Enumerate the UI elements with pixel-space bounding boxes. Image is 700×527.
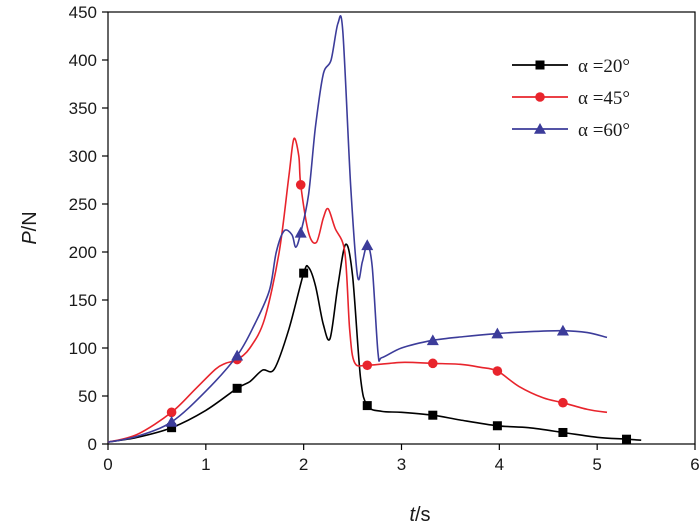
data-point-triangle [491, 327, 504, 339]
data-point-square [299, 268, 309, 278]
data-point-circle [428, 358, 438, 369]
x-tick-label: 1 [201, 455, 210, 474]
series-line [107, 137, 608, 443]
legend-label: α =45° [578, 88, 630, 109]
data-point-triangle [165, 415, 178, 427]
data-point-circle [492, 366, 503, 376]
x-tick-label: 6 [690, 455, 699, 474]
legend-item: α =20° [512, 56, 630, 77]
legend-item: α =45° [512, 88, 630, 109]
y-tick-label: 400 [69, 51, 97, 70]
y-tick-label: 200 [69, 243, 97, 262]
x-tick-label: 0 [103, 455, 112, 474]
x-axis-title: t/s [409, 504, 430, 526]
data-point-square [492, 421, 502, 431]
data-point-square [558, 427, 568, 437]
tick-marks [102, 11, 696, 450]
data-point-square [535, 60, 545, 70]
data-point-triangle [534, 123, 546, 134]
data-point-circle [166, 407, 177, 418]
data-point-circle [362, 360, 373, 371]
data-point-triangle [361, 239, 374, 251]
series-circle [107, 137, 608, 443]
x-tick-label: 4 [495, 455, 504, 474]
series-line [107, 243, 642, 443]
y-tick-labels: 0 50 100 150 200 250 300 350 400 450 [69, 3, 97, 454]
y-axis-title: P/N [19, 211, 41, 244]
y-tick-label: 50 [78, 387, 97, 406]
series-line [107, 15, 608, 443]
y-tick-label: 100 [69, 339, 97, 358]
data-point-square [362, 401, 372, 411]
x-tick-label: 2 [299, 455, 308, 474]
y-tick-label: 250 [69, 195, 97, 214]
x-tick-label: 5 [592, 455, 601, 474]
legend-label: α =60° [578, 120, 630, 141]
y-tick-label: 0 [88, 435, 97, 454]
y-axis-unit: /N [19, 211, 41, 231]
legend-label: α =20° [578, 56, 630, 77]
x-tick-labels: 0 1 2 3 4 5 6 [103, 455, 699, 474]
x-axis-var: t [409, 504, 416, 526]
y-tick-label: 150 [69, 291, 97, 310]
legend-item: α =60° [512, 120, 630, 141]
data-point-circle [558, 397, 568, 408]
x-tick-label: 3 [397, 455, 406, 474]
data-point-circle [535, 92, 545, 102]
y-tick-label: 350 [69, 99, 97, 118]
y-tick-label: 450 [69, 3, 97, 22]
series-triangle [107, 15, 608, 443]
data-point-square [232, 383, 242, 393]
series-layer [107, 15, 642, 444]
data-point-triangle [294, 226, 307, 238]
data-point-square [167, 423, 177, 433]
data-point-square [428, 410, 438, 420]
y-tick-label: 300 [69, 147, 97, 166]
data-point-triangle [556, 324, 569, 336]
data-point-circle [295, 180, 306, 190]
data-point-triangle [426, 334, 439, 346]
legend: α =20° α =45° α =60° [512, 56, 630, 141]
series-square [107, 243, 642, 444]
x-axis-unit: /s [415, 504, 431, 526]
y-axis-var: P [19, 231, 41, 245]
data-point-triangle [231, 349, 244, 361]
data-point-square [622, 434, 632, 444]
